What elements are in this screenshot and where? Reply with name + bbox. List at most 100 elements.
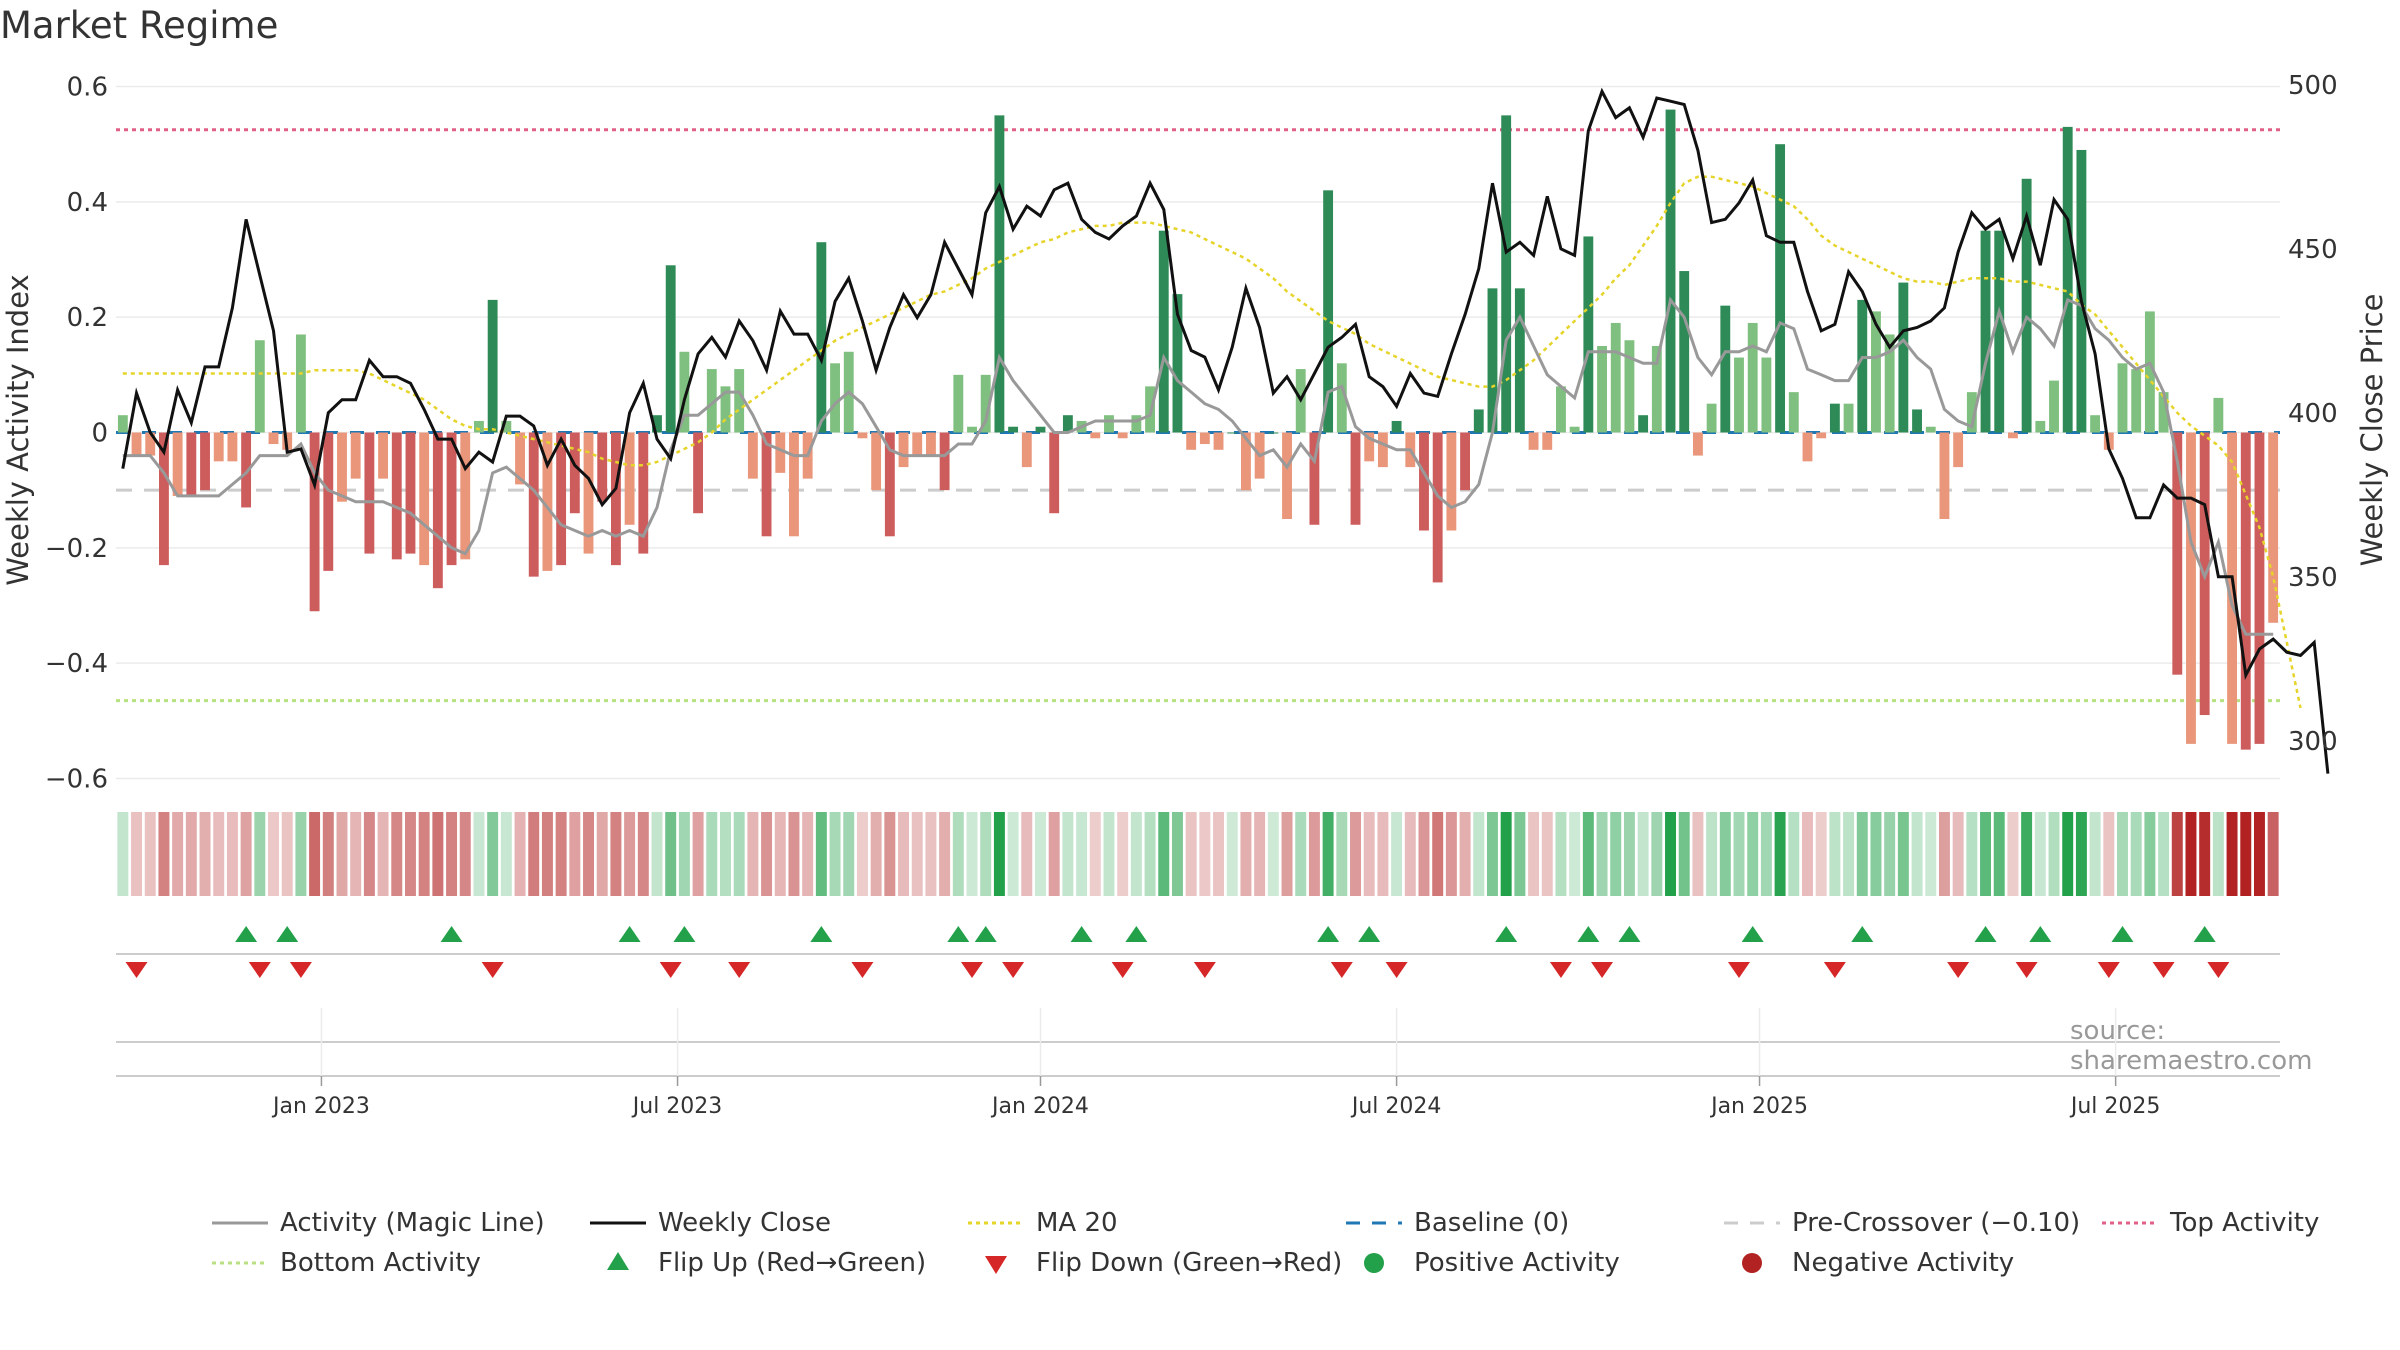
regime-strip-cell	[1103, 812, 1115, 896]
activity-bar	[761, 432, 772, 537]
legend-label: Baseline (0)	[1414, 1208, 1570, 1238]
regime-strip-cell	[884, 812, 896, 896]
regime-strip-cell	[226, 812, 238, 896]
regime-strip-cell	[870, 812, 882, 896]
activity-bar	[1788, 392, 1799, 433]
regime-strip-cell	[1062, 812, 1074, 896]
activity-bar	[1336, 363, 1347, 433]
activity-bar	[487, 299, 498, 433]
flip-down-marker	[728, 962, 751, 978]
regime-strip-cell	[1802, 812, 1813, 896]
regime-strip-cell	[1336, 812, 1348, 896]
regime-strip-cell	[2034, 812, 2046, 896]
flip-down-marker	[2152, 962, 2175, 978]
activity-bar	[994, 115, 1005, 433]
regime-strip-cell	[322, 812, 334, 896]
activity-bar	[1665, 109, 1676, 433]
legend-top-activity-symbol	[2102, 1221, 2158, 1225]
regime-strip-cell	[1719, 812, 1731, 896]
x-tick-label: Jul 2024	[1350, 1094, 1442, 1119]
activity-bar	[1062, 415, 1073, 433]
activity-bar	[1597, 346, 1607, 433]
source-note: source: sharemaestro.com	[2070, 1016, 2313, 1076]
flip-up-marker	[1618, 926, 1641, 942]
regime-strip-cell	[131, 812, 143, 896]
y2-tick-label: 300	[2288, 727, 2338, 757]
activity-bar	[1008, 426, 1019, 433]
legend-label: Flip Up (Red→Green)	[658, 1248, 927, 1278]
activity-bar	[350, 432, 361, 479]
regime-strip-cell	[898, 812, 910, 896]
legend-item-bottom-activity: Bottom Activity	[210, 1248, 588, 1278]
legend-label: Bottom Activity	[280, 1248, 481, 1278]
regime-strip-cell	[980, 812, 992, 896]
activity-bar	[405, 432, 416, 554]
regime-strip-cell	[1500, 812, 1512, 896]
activity-bar	[1761, 357, 1772, 433]
y-axis-label-right: Weekly Close Price	[2355, 294, 2389, 567]
flip-up-marker	[1577, 926, 1600, 942]
activity-bar	[2090, 415, 2101, 433]
regime-strip-cell	[1308, 812, 1320, 896]
regime-strip-cell	[1528, 812, 1540, 896]
regime-strip-cell	[569, 812, 581, 896]
activity-bar	[1528, 432, 1539, 450]
regime-strip-cell	[1637, 812, 1649, 896]
activity-bar	[967, 426, 977, 433]
activity-bar	[200, 432, 210, 491]
flip-up-marker	[276, 926, 299, 942]
activity-bar	[624, 432, 635, 525]
legend-label: MA 20	[1036, 1208, 1118, 1238]
flip-down-marker	[481, 962, 504, 978]
activity-bar	[1583, 236, 1594, 433]
regime-strip-cell	[1541, 812, 1553, 896]
x-tick-label: Jan 2025	[1709, 1094, 1808, 1119]
regime-strip-cell	[2117, 812, 2128, 896]
regime-strip-cell	[665, 812, 677, 896]
activity-bar	[1364, 432, 1375, 462]
activity-bar	[1980, 230, 1991, 433]
activity-bar	[446, 432, 457, 566]
activity-bar	[980, 374, 991, 433]
regime-strip-cell	[528, 812, 540, 896]
regime-strip-cell	[1048, 812, 1060, 896]
activity-bar	[638, 432, 649, 554]
regime-strip-cell	[1938, 812, 1950, 896]
regime-strip-cell	[1843, 812, 1855, 896]
activity-bar	[2076, 149, 2087, 433]
activity-bar	[816, 242, 827, 433]
regime-strip-cell	[788, 812, 800, 896]
flip-up-marker	[2193, 926, 2216, 942]
activity-bar	[1925, 426, 1936, 433]
flip-down-marker	[1728, 962, 1750, 978]
regime-strip-cell	[747, 812, 759, 896]
activity-bar	[432, 432, 443, 589]
activity-bar	[939, 432, 950, 491]
flip-up-marker	[974, 926, 997, 942]
activity-bar	[857, 432, 868, 439]
activity-bar	[1857, 299, 1868, 433]
flip-down-marker	[961, 962, 984, 978]
activity-bar	[131, 432, 142, 456]
regime-strip-cell	[1706, 812, 1718, 896]
regime-strip-cell	[596, 812, 608, 896]
regime-strip-cell	[911, 812, 923, 896]
activity-bar	[1487, 288, 1498, 433]
regime-strip-cell	[185, 812, 197, 896]
activity-bar	[1460, 432, 1471, 491]
regime-strip-cell	[500, 812, 512, 896]
regime-strip-cell	[2062, 812, 2074, 896]
regime-strip-cell	[295, 812, 307, 896]
flip-down-marker	[1111, 962, 1134, 978]
activity-bar	[1610, 322, 1621, 433]
activity-bar	[227, 432, 238, 462]
activity-bar	[1994, 230, 2005, 433]
regime-strip-cell	[473, 812, 485, 896]
regime-strip-cell	[856, 812, 868, 896]
activity-bar	[1309, 432, 1320, 525]
regime-strip-cell	[1760, 812, 1772, 896]
regime-strip-cell	[432, 812, 444, 896]
activity-bar	[2007, 432, 2018, 439]
flip-up-marker	[1317, 926, 1340, 942]
regime-strip-cell	[1158, 812, 1170, 896]
